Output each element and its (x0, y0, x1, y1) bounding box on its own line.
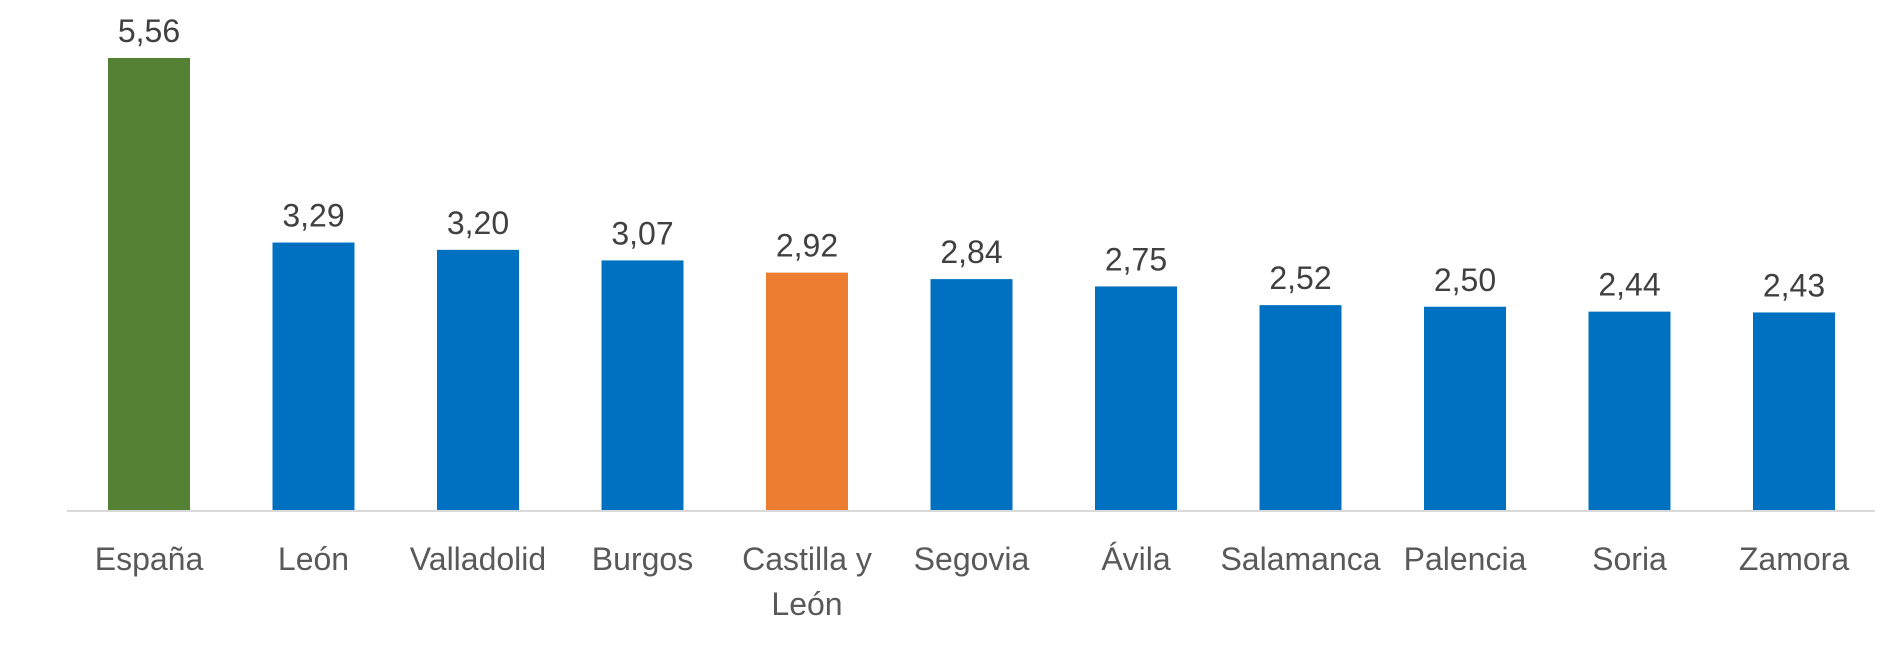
data-label-9: 2,44 (1598, 267, 1660, 303)
category-label-7: Salamanca (1220, 541, 1380, 577)
bar-7 (1259, 305, 1342, 510)
category-label-line: Castilla y (742, 541, 872, 577)
category-label-3: Burgos (592, 541, 693, 577)
category-label-9: Soria (1592, 541, 1667, 577)
data-label-2: 3,20 (447, 205, 509, 241)
category-label-6: Ávila (1101, 541, 1171, 577)
category-label-line: León (771, 586, 842, 622)
data-label-0: 5,56 (118, 13, 180, 49)
data-label-8: 2,50 (1434, 262, 1496, 298)
category-label-line: Ávila (1101, 541, 1171, 577)
category-label-line: Valladolid (410, 541, 546, 577)
data-label-7: 2,52 (1269, 260, 1331, 296)
category-labels-group: España León Valladolid Burgos Castilla y León… (95, 541, 1850, 622)
data-label-6: 2,75 (1105, 241, 1167, 277)
category-label-line: España (95, 541, 204, 577)
data-label-10: 2,43 (1763, 267, 1825, 303)
category-label-8: Palencia (1404, 541, 1527, 577)
bar-4 (766, 272, 848, 510)
category-label-line: Soria (1592, 541, 1667, 577)
category-label-line: Zamora (1739, 541, 1849, 577)
category-label-2: Valladolid (410, 541, 546, 577)
data-label-1: 3,29 (282, 198, 344, 234)
bar-10 (1753, 312, 1835, 510)
bar-3 (601, 260, 684, 510)
bar-1 (272, 242, 355, 511)
category-label-line: Burgos (592, 541, 693, 577)
data-label-5: 2,84 (940, 234, 1002, 270)
bar-2 (437, 249, 519, 510)
category-label-4: Castilla y León (742, 541, 872, 622)
bars-group (108, 58, 1835, 511)
category-label-0: España (95, 541, 204, 577)
bar-6 (1095, 286, 1177, 510)
bar-9 (1588, 311, 1671, 510)
category-label-line: Palencia (1404, 541, 1527, 577)
category-label-5: Segovia (914, 541, 1030, 577)
category-label-10: Zamora (1739, 541, 1849, 577)
category-label-line: Salamanca (1220, 541, 1380, 577)
value-labels-group: 5,56 3,29 3,20 3,07 2,92 2,84 2,75 2,52 2,50 2,44… (118, 13, 1825, 303)
category-label-line: León (278, 541, 349, 577)
bar-8 (1424, 306, 1506, 510)
data-label-3: 3,07 (611, 215, 673, 251)
category-label-1: León (278, 541, 349, 577)
bar-5 (930, 279, 1013, 510)
data-label-4: 2,92 (776, 228, 838, 264)
bar-0 (108, 58, 190, 510)
category-label-line: Segovia (914, 541, 1030, 577)
